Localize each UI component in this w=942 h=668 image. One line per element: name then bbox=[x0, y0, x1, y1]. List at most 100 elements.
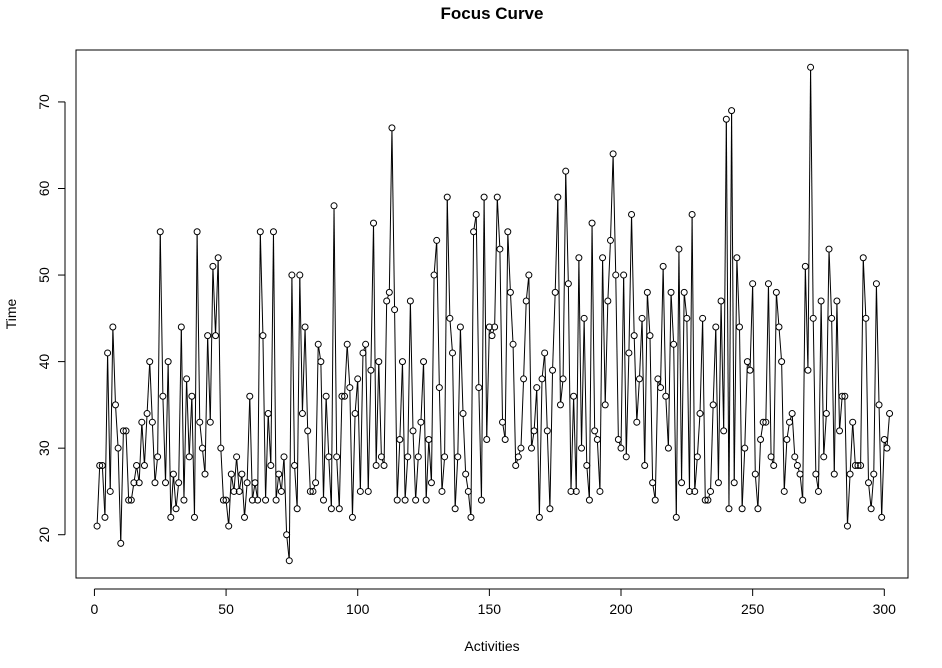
y-tick-label: 30 bbox=[36, 440, 52, 456]
data-point bbox=[614, 436, 622, 444]
line-segment bbox=[818, 304, 822, 489]
line-segment bbox=[533, 390, 538, 428]
line-segment bbox=[381, 459, 384, 463]
data-point bbox=[506, 288, 514, 296]
line-segment bbox=[712, 329, 717, 402]
line-segment bbox=[541, 355, 545, 376]
data-point bbox=[143, 410, 151, 418]
line-segment bbox=[723, 122, 727, 428]
line-segment bbox=[131, 485, 134, 498]
data-point bbox=[127, 496, 135, 504]
line-segment bbox=[212, 269, 216, 333]
line-segment bbox=[352, 416, 356, 515]
data-point bbox=[233, 453, 241, 461]
data-point bbox=[638, 314, 646, 322]
data-point bbox=[119, 427, 127, 435]
line-segment bbox=[828, 252, 833, 316]
data-point bbox=[628, 210, 636, 218]
line-segment bbox=[518, 450, 521, 455]
y-tick-label: 50 bbox=[36, 267, 52, 283]
data-point bbox=[543, 427, 551, 435]
line-segment bbox=[328, 459, 332, 506]
line-segment bbox=[810, 70, 814, 316]
line-segment bbox=[489, 329, 492, 333]
data-point bbox=[372, 461, 380, 469]
line-segment bbox=[565, 174, 569, 281]
data-point bbox=[356, 487, 364, 495]
x-tick-label: 250 bbox=[741, 601, 765, 617]
line-segment bbox=[344, 347, 348, 394]
data-point bbox=[312, 479, 320, 487]
data-point bbox=[593, 436, 601, 444]
line-segment bbox=[244, 485, 248, 515]
line-segment bbox=[367, 373, 372, 489]
line-segment bbox=[270, 234, 274, 463]
data-point bbox=[396, 436, 404, 444]
line-segment bbox=[446, 200, 451, 316]
data-point bbox=[538, 375, 546, 383]
data-point bbox=[554, 193, 562, 201]
data-point bbox=[878, 513, 886, 521]
line-segment bbox=[586, 468, 590, 498]
line-segment bbox=[799, 477, 803, 498]
line-segment bbox=[402, 364, 406, 498]
line-segment bbox=[749, 286, 754, 368]
data-point bbox=[146, 358, 154, 366]
plot-frame bbox=[75, 49, 909, 579]
line-segment bbox=[136, 468, 140, 480]
data-point bbox=[601, 401, 609, 409]
line-segment bbox=[194, 234, 198, 515]
data-point bbox=[169, 470, 177, 478]
line-segment bbox=[388, 130, 393, 290]
line-segment bbox=[378, 364, 382, 454]
line-segment bbox=[204, 338, 209, 472]
line-segment bbox=[125, 433, 130, 498]
line-segment bbox=[647, 295, 651, 333]
data-point bbox=[801, 262, 809, 270]
line-segment bbox=[480, 200, 485, 498]
data-point bbox=[388, 124, 396, 132]
data-point bbox=[291, 461, 299, 469]
data-point bbox=[836, 427, 844, 435]
data-point bbox=[751, 470, 759, 478]
data-point bbox=[780, 487, 788, 495]
data-point bbox=[156, 228, 164, 236]
data-point bbox=[854, 461, 862, 469]
line-segment bbox=[881, 442, 885, 515]
data-point bbox=[493, 193, 501, 201]
data-point bbox=[206, 418, 214, 426]
line-segment bbox=[254, 485, 258, 498]
line-segment bbox=[441, 459, 445, 489]
line-segment bbox=[117, 451, 122, 541]
data-point bbox=[583, 461, 591, 469]
data-point bbox=[327, 505, 335, 513]
data-point bbox=[101, 513, 109, 521]
data-point bbox=[185, 453, 193, 461]
data-point bbox=[446, 314, 454, 322]
line-segment bbox=[733, 260, 738, 480]
line-segment bbox=[823, 416, 827, 454]
data-point bbox=[391, 306, 399, 314]
line-segment bbox=[354, 381, 358, 411]
data-point bbox=[514, 453, 522, 461]
data-point bbox=[496, 245, 504, 253]
line-segment bbox=[510, 295, 514, 342]
line-segment bbox=[159, 234, 164, 394]
line-segment bbox=[502, 425, 506, 437]
data-point bbox=[277, 487, 285, 495]
data-point bbox=[472, 210, 480, 218]
data-point bbox=[786, 418, 794, 426]
line-segment bbox=[528, 278, 532, 446]
line-segment bbox=[715, 329, 719, 480]
data-point bbox=[746, 366, 754, 374]
data-point bbox=[699, 314, 707, 322]
line-segment bbox=[812, 321, 817, 472]
data-point bbox=[483, 436, 491, 444]
data-point bbox=[488, 332, 496, 340]
line-segment bbox=[325, 399, 330, 454]
data-point bbox=[599, 254, 607, 262]
data-point bbox=[480, 193, 488, 201]
data-point bbox=[180, 496, 188, 504]
line-segment bbox=[873, 286, 877, 472]
data-point bbox=[828, 314, 836, 322]
